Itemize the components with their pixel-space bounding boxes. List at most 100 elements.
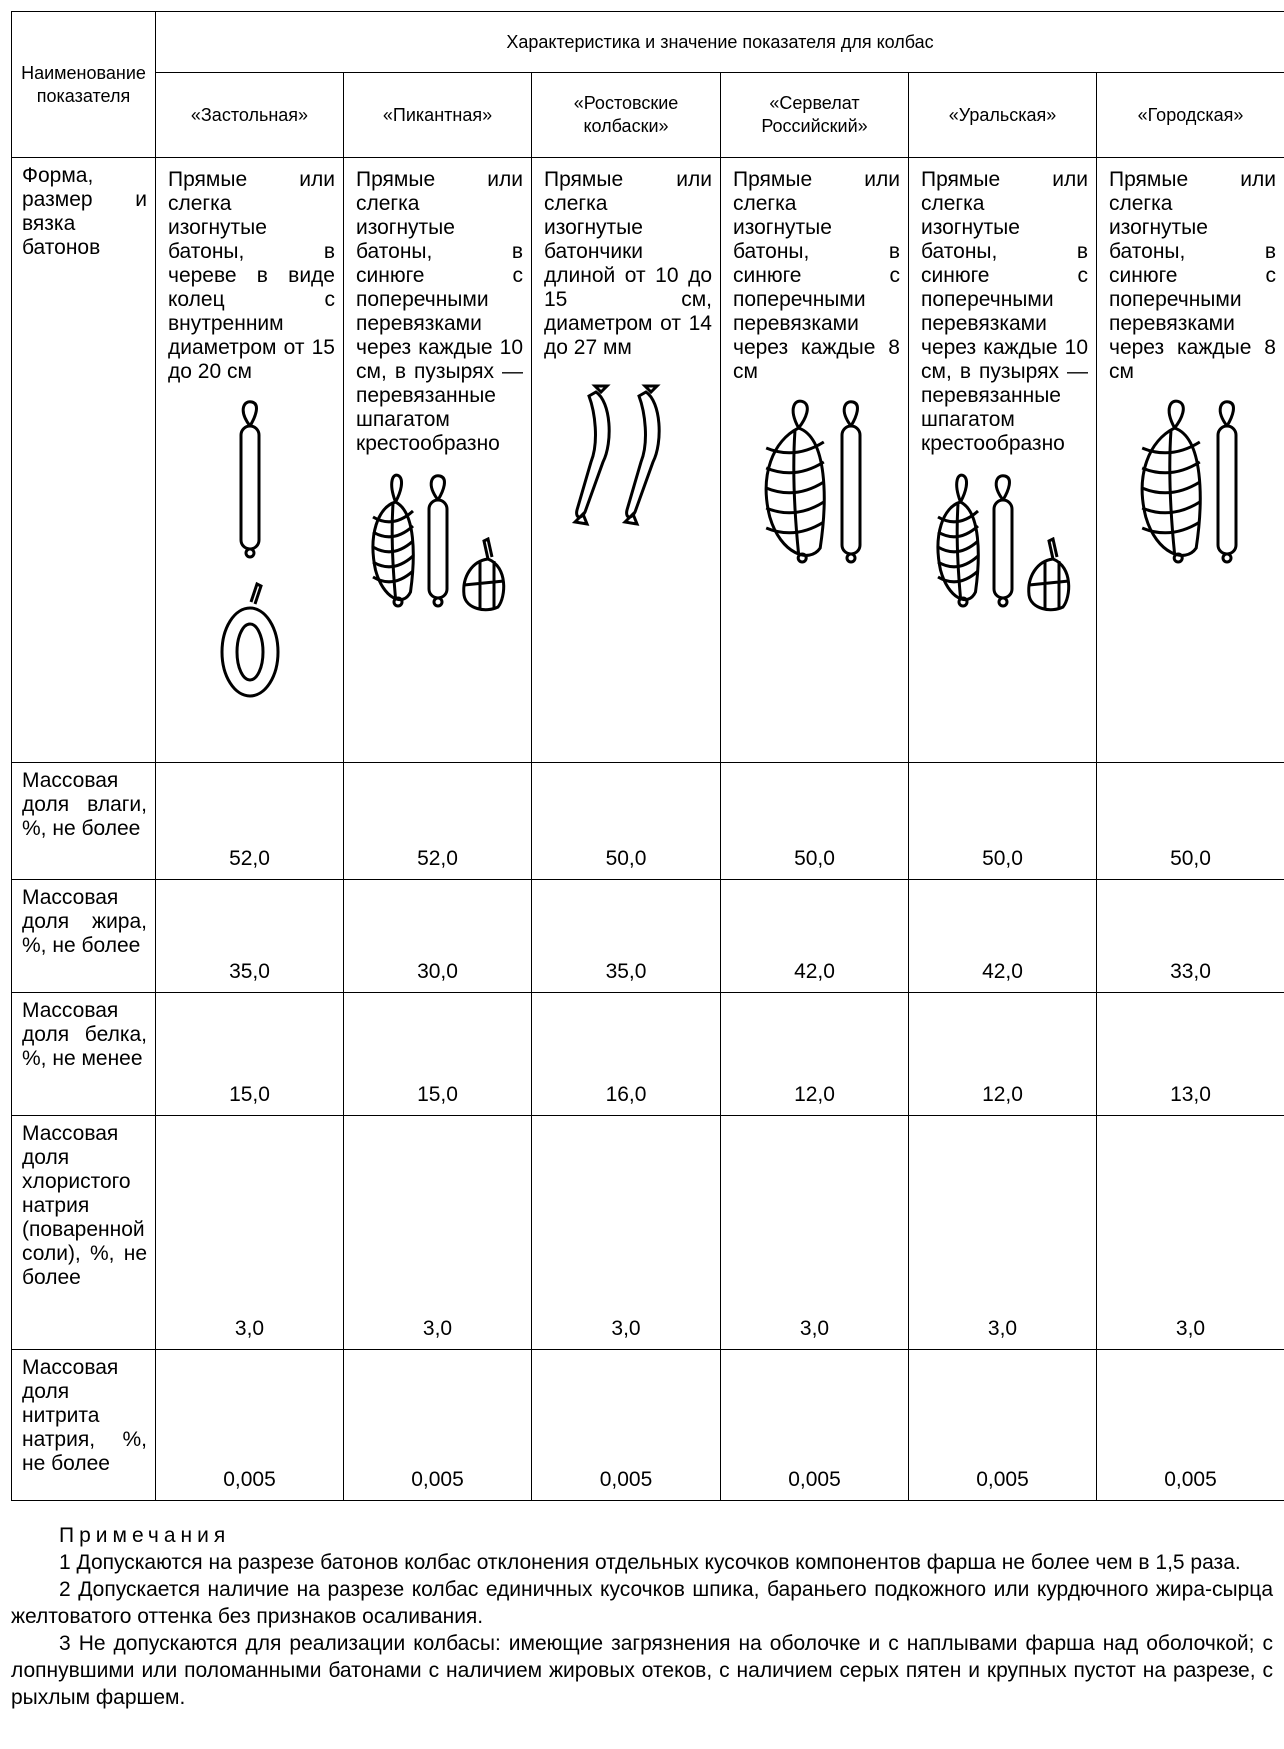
cell: 16,0 [532, 993, 721, 1116]
product-header: «Сервелат Российский» [721, 73, 909, 158]
sausage-drawing [909, 472, 1096, 617]
cell-value: 15,0 [229, 1083, 270, 1106]
cell-value: 35,0 [606, 960, 647, 983]
cell-value: 42,0 [794, 960, 835, 983]
cell: 3,0 [721, 1116, 909, 1350]
cell: 3,0 [909, 1116, 1097, 1350]
cell: 0,005 [909, 1350, 1097, 1501]
param-header: Наименование показателя [12, 12, 156, 158]
cell-value: 33,0 [1170, 960, 1211, 983]
cell-value: 30,0 [417, 960, 458, 983]
cell: Прямые или слегка изогнутые батоны, в си… [909, 158, 1097, 763]
cell-value: 0,005 [223, 1468, 276, 1491]
note-item: 1 Допускаются на разрезе батонов колбас … [11, 1549, 1273, 1576]
cell: 15,0 [156, 993, 344, 1116]
table-row: Массовая доля хлористого натрия (поварен… [12, 1116, 1284, 1350]
cell-value: 3,0 [1176, 1317, 1205, 1340]
cell-value: 3,0 [423, 1317, 452, 1340]
cell: Прямые или слегка изогнутые батоны, в си… [1097, 158, 1284, 763]
cell-value: 52,0 [229, 847, 270, 870]
row-label: Массовая доля влаги, %, не более [12, 763, 156, 880]
cell-text: Прямые или слегка изогнутые батоны, в че… [156, 158, 343, 384]
sausage-drawing [344, 472, 531, 617]
cell: 3,0 [156, 1116, 344, 1350]
product-header: «Застольная» [156, 73, 344, 158]
page: Наименование показателяХарактеристика и … [0, 0, 1284, 1749]
notes-title: Примечания [11, 1522, 1273, 1549]
cell-text: Прямые или слегка изогнутые батоны, в си… [1097, 158, 1284, 384]
cell: Прямые или слегка изогнутые батоны, в си… [344, 158, 532, 763]
cell-value: 13,0 [1170, 1083, 1211, 1106]
cell: 12,0 [909, 993, 1097, 1116]
cell: 35,0 [156, 880, 344, 993]
sausage-drawing [721, 398, 908, 573]
cell-value: 12,0 [982, 1083, 1023, 1106]
cell: 3,0 [344, 1116, 532, 1350]
cell-value: 50,0 [794, 847, 835, 870]
group-header: Характеристика и значение показателя для… [156, 12, 1284, 73]
cell: 0,005 [721, 1350, 909, 1501]
row-label: Массовая доля белка, %, не менее [12, 993, 156, 1116]
table-row: Массовая доля белка, %, не менее 15,0 15,0… [12, 993, 1284, 1116]
row-label: Массовая доля хлористого натрия (поварен… [12, 1116, 156, 1350]
product-header: «Ростовские колбаски» [532, 73, 721, 158]
cell: 52,0 [344, 763, 532, 880]
cell-value: 0,005 [600, 1468, 653, 1491]
cell: 3,0 [1097, 1116, 1284, 1350]
table-row: Массовая доля нитрита натрия, %, не боле… [12, 1350, 1284, 1501]
cell-value: 52,0 [417, 847, 458, 870]
cell: 13,0 [1097, 993, 1284, 1116]
cell-value: 50,0 [606, 847, 647, 870]
cell: 50,0 [1097, 763, 1284, 880]
cell: Прямые или слегка изогнутые батончики дл… [532, 158, 721, 763]
cell: 42,0 [721, 880, 909, 993]
cell-value: 12,0 [794, 1083, 835, 1106]
product-header: «Пикантная» [344, 73, 532, 158]
cell-text: Прямые или слегка изогнутые батоны, в си… [721, 158, 908, 384]
cell-value: 50,0 [1170, 847, 1211, 870]
product-header: «Городская» [1097, 73, 1284, 158]
cell: 0,005 [156, 1350, 344, 1501]
sausage-drawing [1097, 398, 1284, 573]
cell: 0,005 [1097, 1350, 1284, 1501]
notes: Примечания 1 Допускаются на разрезе бато… [11, 1522, 1273, 1711]
cell-value: 0,005 [1164, 1468, 1217, 1491]
cell-value: 0,005 [788, 1468, 841, 1491]
product-header: «Уральская» [909, 73, 1097, 158]
cell: 50,0 [721, 763, 909, 880]
table-row: Массовая доля влаги, %, не более 52,0 52,0… [12, 763, 1284, 880]
cell: 42,0 [909, 880, 1097, 993]
cell: Прямые или слегка изогнутые батоны, в си… [721, 158, 909, 763]
cell: 35,0 [532, 880, 721, 993]
cell-value: 3,0 [988, 1317, 1017, 1340]
cell-value: 35,0 [229, 960, 270, 983]
cell-value: 15,0 [417, 1083, 458, 1106]
row-label: Форма, размер и вязка батонов [12, 158, 156, 763]
cell: Прямые или слегка изогнутые батоны, в че… [156, 158, 344, 763]
cell: 12,0 [721, 993, 909, 1116]
cell-value: 42,0 [982, 960, 1023, 983]
note-item: 3 Не допускаются для реализации колбасы:… [11, 1630, 1273, 1711]
cell: 0,005 [344, 1350, 532, 1501]
sausage-drawing [532, 382, 720, 537]
sausage-drawing [156, 398, 343, 705]
cell-value: 0,005 [411, 1468, 464, 1491]
cell-text: Прямые или слегка изогнутые батоны, в си… [344, 158, 531, 456]
cell: 0,005 [532, 1350, 721, 1501]
cell: 30,0 [344, 880, 532, 993]
note-item: 2 Допускается наличие на разрезе колбас … [11, 1576, 1273, 1630]
cell: 50,0 [909, 763, 1097, 880]
cell: 33,0 [1097, 880, 1284, 993]
cell-value: 50,0 [982, 847, 1023, 870]
row-label: Массовая доля нитрита натрия, %, не боле… [12, 1350, 156, 1501]
cell: 52,0 [156, 763, 344, 880]
row-label: Массовая доля жира, %, не более [12, 880, 156, 993]
cell-value: 16,0 [606, 1083, 647, 1106]
cell-value: 0,005 [976, 1468, 1029, 1491]
cell-text: Прямые или слегка изогнутые батончики дл… [532, 158, 720, 360]
cell-value: 3,0 [800, 1317, 829, 1340]
table-row: Массовая доля жира, %, не более 35,0 30,0 3… [12, 880, 1284, 993]
cell-value: 3,0 [235, 1317, 264, 1340]
